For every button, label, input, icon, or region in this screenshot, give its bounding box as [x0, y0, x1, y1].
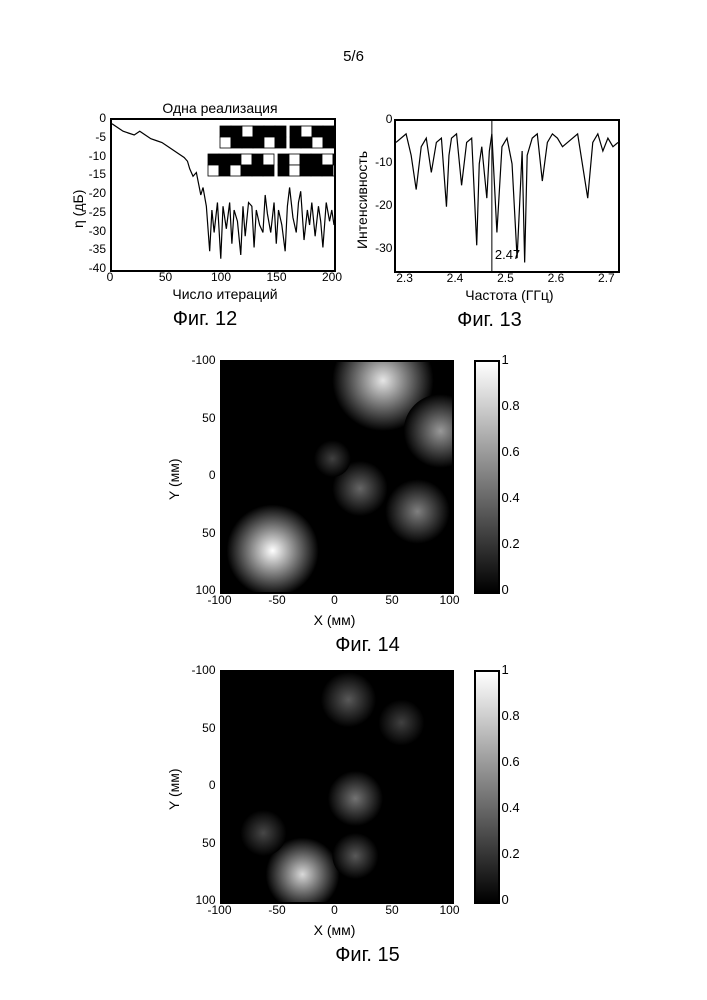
- fig15-colorbar: [474, 670, 500, 904]
- page-number: 5/6: [343, 48, 364, 65]
- fig12-caption: Фиг. 12: [70, 308, 340, 331]
- fig12-plot: [110, 118, 336, 272]
- svg-text:2.47: 2.47: [495, 247, 520, 262]
- fig13-plot: 2.47: [394, 119, 620, 273]
- figure-15: Y (мм) -10050050100 -100-50050100 10.80.…: [164, 670, 544, 967]
- fig14-xlabel: X (мм): [220, 612, 450, 628]
- fig13-xlabel: Частота (ГГц): [394, 287, 624, 303]
- fig14-plot: [220, 360, 454, 594]
- fig14-caption: Фиг. 14: [192, 634, 544, 657]
- fig12-xlabel: Число итераций: [110, 286, 340, 302]
- fig15-plot: [220, 670, 454, 904]
- fig15-caption: Фиг. 15: [192, 944, 544, 967]
- fig13-caption: Фиг. 13: [354, 309, 624, 332]
- figure-13: Интенсивность 2.47 0-10-20-30 2.32.42.52…: [354, 100, 624, 332]
- fig12-title: Одна реализация: [100, 100, 340, 116]
- figure-12: Одна реализация η (дБ) 0-5-10-15-20-25-3…: [70, 100, 340, 331]
- fig15-xlabel: X (мм): [220, 922, 450, 938]
- fig14-colorbar: [474, 360, 500, 594]
- figure-14: Y (мм) -10050050100 -100-50050100 10.80.…: [164, 360, 544, 657]
